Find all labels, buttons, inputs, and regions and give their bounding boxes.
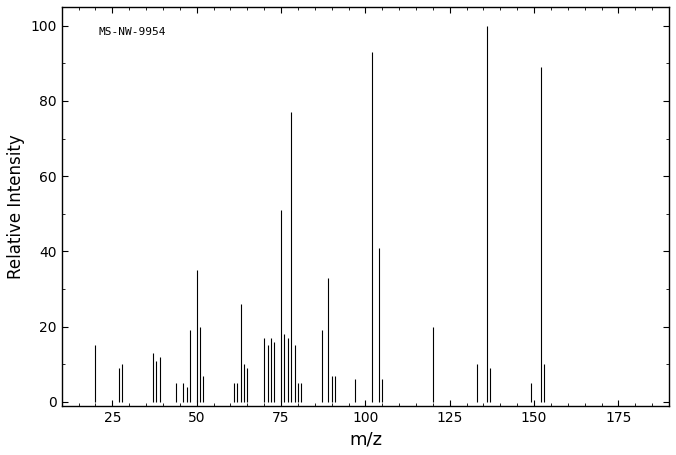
- Y-axis label: Relative Intensity: Relative Intensity: [7, 134, 25, 278]
- Text: MS-NW-9954: MS-NW-9954: [98, 27, 166, 37]
- X-axis label: m/z: m/z: [349, 430, 382, 448]
